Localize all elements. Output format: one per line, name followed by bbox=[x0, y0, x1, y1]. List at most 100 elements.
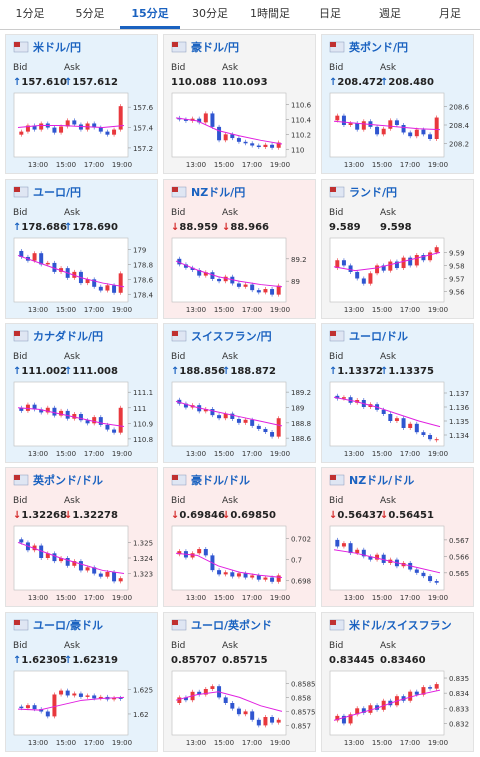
tab[interactable]: 30分足 bbox=[192, 7, 228, 20]
candle bbox=[203, 689, 208, 695]
bid-value: ↑111.002 bbox=[13, 366, 67, 377]
card-graphic: ユーロ/英ポンド Bid Ask 0.85707 0.85715 0.857 0.8575 0… bbox=[171, 618, 316, 747]
candle bbox=[421, 687, 426, 695]
candle bbox=[45, 407, 50, 413]
tab[interactable]: 5分足 bbox=[75, 7, 105, 20]
ask-number: 0.69850 bbox=[230, 510, 276, 521]
y-tick-label: 0.566 bbox=[449, 553, 470, 561]
tab[interactable]: 日足 bbox=[319, 7, 341, 20]
candle bbox=[361, 549, 366, 557]
rate-card[interactable]: 英ポンド/ドル Bid Ask ↓1.32268 ↓1.32278 1.323 1.324 1… bbox=[5, 467, 158, 607]
ask-label: Ask bbox=[222, 496, 239, 506]
candle bbox=[348, 265, 353, 272]
tab[interactable]: 週足 bbox=[379, 7, 401, 20]
bid-number: 0.69846 bbox=[179, 510, 225, 521]
rate-card[interactable]: ユーロ/円 Bid Ask ↑178.686 ↑178.690 178.4 178.6 178… bbox=[5, 179, 158, 319]
card-graphic: 米ドル/スイスフラン Bid Ask 0.83445 0.83460 0.832 0.833… bbox=[329, 618, 470, 747]
x-tick-label: 15:00 bbox=[372, 594, 392, 602]
x-tick-label: 15:00 bbox=[56, 306, 76, 314]
x-tick-label: 19:00 bbox=[428, 450, 448, 458]
x-tick-label: 15:00 bbox=[214, 594, 234, 602]
pair-name: ユーロ/円 bbox=[33, 186, 81, 199]
candle bbox=[65, 120, 70, 127]
tab[interactable]: 1時間足 bbox=[250, 7, 290, 20]
flag-icon-part bbox=[14, 331, 20, 336]
x-tick-label: 13:00 bbox=[28, 594, 48, 602]
candle bbox=[381, 409, 386, 414]
candle bbox=[210, 409, 215, 416]
y-tick-label: 188.6 bbox=[291, 435, 312, 443]
candle bbox=[361, 708, 366, 713]
x-tick-label: 19:00 bbox=[270, 450, 290, 458]
candle bbox=[177, 697, 182, 703]
candle bbox=[230, 572, 235, 577]
candle bbox=[388, 261, 393, 271]
y-tick-label: 110.6 bbox=[291, 101, 312, 109]
candle bbox=[52, 553, 57, 562]
candle bbox=[414, 691, 419, 695]
candle bbox=[335, 715, 340, 721]
rate-card[interactable]: カナダドル/円 Bid Ask ↑111.002 ↑111.008 110.8 110.9 1… bbox=[5, 323, 158, 463]
rate-card[interactable]: ランド/円 Bid Ask 9.589 9.598 9.56 9.57 9.58 9.59 13:… bbox=[321, 179, 474, 319]
trend-arrow: ↑ bbox=[13, 222, 21, 233]
x-tick-label: 17:00 bbox=[400, 161, 420, 169]
bid-value: 9.589 bbox=[329, 222, 361, 233]
candle bbox=[210, 113, 215, 127]
ask-label: Ask bbox=[380, 641, 397, 651]
candle bbox=[236, 138, 241, 142]
moving-average bbox=[175, 691, 283, 712]
candle bbox=[112, 429, 117, 433]
candle bbox=[59, 410, 64, 416]
ask-label: Ask bbox=[222, 208, 239, 218]
candle bbox=[263, 717, 268, 726]
rate-card[interactable]: 豪ドル/ドル Bid Ask ↓0.69846 ↓0.69850 0.698 0.7 0.70… bbox=[163, 467, 316, 607]
y-tick-label: 1.325 bbox=[133, 539, 153, 547]
y-tick-label: 110.9 bbox=[133, 420, 153, 428]
candle bbox=[85, 279, 90, 284]
rate-card[interactable]: 米ドル/円 Bid Ask ↑157.610 ↑157.612 157.2 157.4 157… bbox=[5, 34, 158, 174]
rate-card[interactable]: NZドル/円 Bid Ask ↓88.959 ↓88.966 89 89.2 13:00 15:… bbox=[163, 179, 316, 319]
rate-card[interactable]: ユーロ/豪ドル Bid Ask ↑1.62305 ↑1.62319 1.62 1.625 13… bbox=[5, 612, 158, 752]
tab[interactable]: 月足 bbox=[439, 7, 461, 20]
x-tick-label: 13:00 bbox=[344, 306, 364, 314]
candle bbox=[112, 285, 117, 293]
candle bbox=[348, 543, 353, 554]
x-tick-label: 19:00 bbox=[428, 161, 448, 169]
bid-value: 110.088 bbox=[171, 77, 217, 88]
rate-card[interactable]: ユーロ/英ポンド Bid Ask 0.85707 0.85715 0.857 0.8575 0… bbox=[163, 612, 316, 752]
ask-value: 0.83460 bbox=[380, 655, 426, 666]
x-tick-label: 15:00 bbox=[56, 450, 76, 458]
tab[interactable]: 15分足 bbox=[120, 0, 180, 29]
candle bbox=[250, 284, 255, 291]
bid-label: Bid bbox=[329, 641, 343, 651]
rate-card[interactable]: 豪ドル/円 Bid Ask 110.088 110.093 110 110.2 110.4 11… bbox=[163, 34, 316, 174]
bid-value: ↓88.959 bbox=[171, 222, 218, 233]
candle bbox=[263, 577, 268, 580]
rate-card[interactable]: スイスフラン/円 Bid Ask ↑188.856 ↑188.872 188.6 188.8… bbox=[163, 323, 316, 463]
trend-arrow: ↑ bbox=[329, 366, 337, 377]
bid-label: Bid bbox=[171, 63, 185, 73]
candle bbox=[65, 690, 70, 696]
ask-number: 0.83460 bbox=[380, 655, 426, 666]
plot-area bbox=[171, 525, 287, 591]
candle bbox=[98, 417, 103, 425]
candle bbox=[263, 428, 268, 433]
rate-card[interactable]: 米ドル/スイスフラン Bid Ask 0.83445 0.83460 0.832 0.833… bbox=[321, 612, 474, 752]
bid-value: 0.83445 bbox=[329, 655, 375, 666]
candle bbox=[19, 706, 24, 709]
bid-number: 157.610 bbox=[21, 77, 67, 88]
bid-value: 0.85707 bbox=[171, 655, 217, 666]
y-tick-label: 157.6 bbox=[133, 104, 154, 112]
candle bbox=[78, 414, 83, 421]
candle bbox=[19, 539, 24, 543]
ask-value: ↓1.32278 bbox=[64, 510, 118, 521]
ask-value: ↑208.480 bbox=[380, 77, 434, 88]
pair-name: 豪ドル/ドル bbox=[191, 473, 250, 487]
tab[interactable]: 1分足 bbox=[15, 7, 45, 20]
rate-card[interactable]: 英ポンド/円 Bid Ask ↑208.472 ↑208.480 208.2 208.4 20… bbox=[321, 34, 474, 174]
rate-card[interactable]: ユーロ/ドル Bid Ask ↑1.13372 ↑1.13375 1.134 1.135 1.… bbox=[321, 323, 474, 463]
rate-card[interactable]: NZドル/ドル Bid Ask ↓0.56437 ↓0.56451 0.565 0.566 0… bbox=[321, 467, 474, 607]
ask-label: Ask bbox=[64, 352, 81, 362]
